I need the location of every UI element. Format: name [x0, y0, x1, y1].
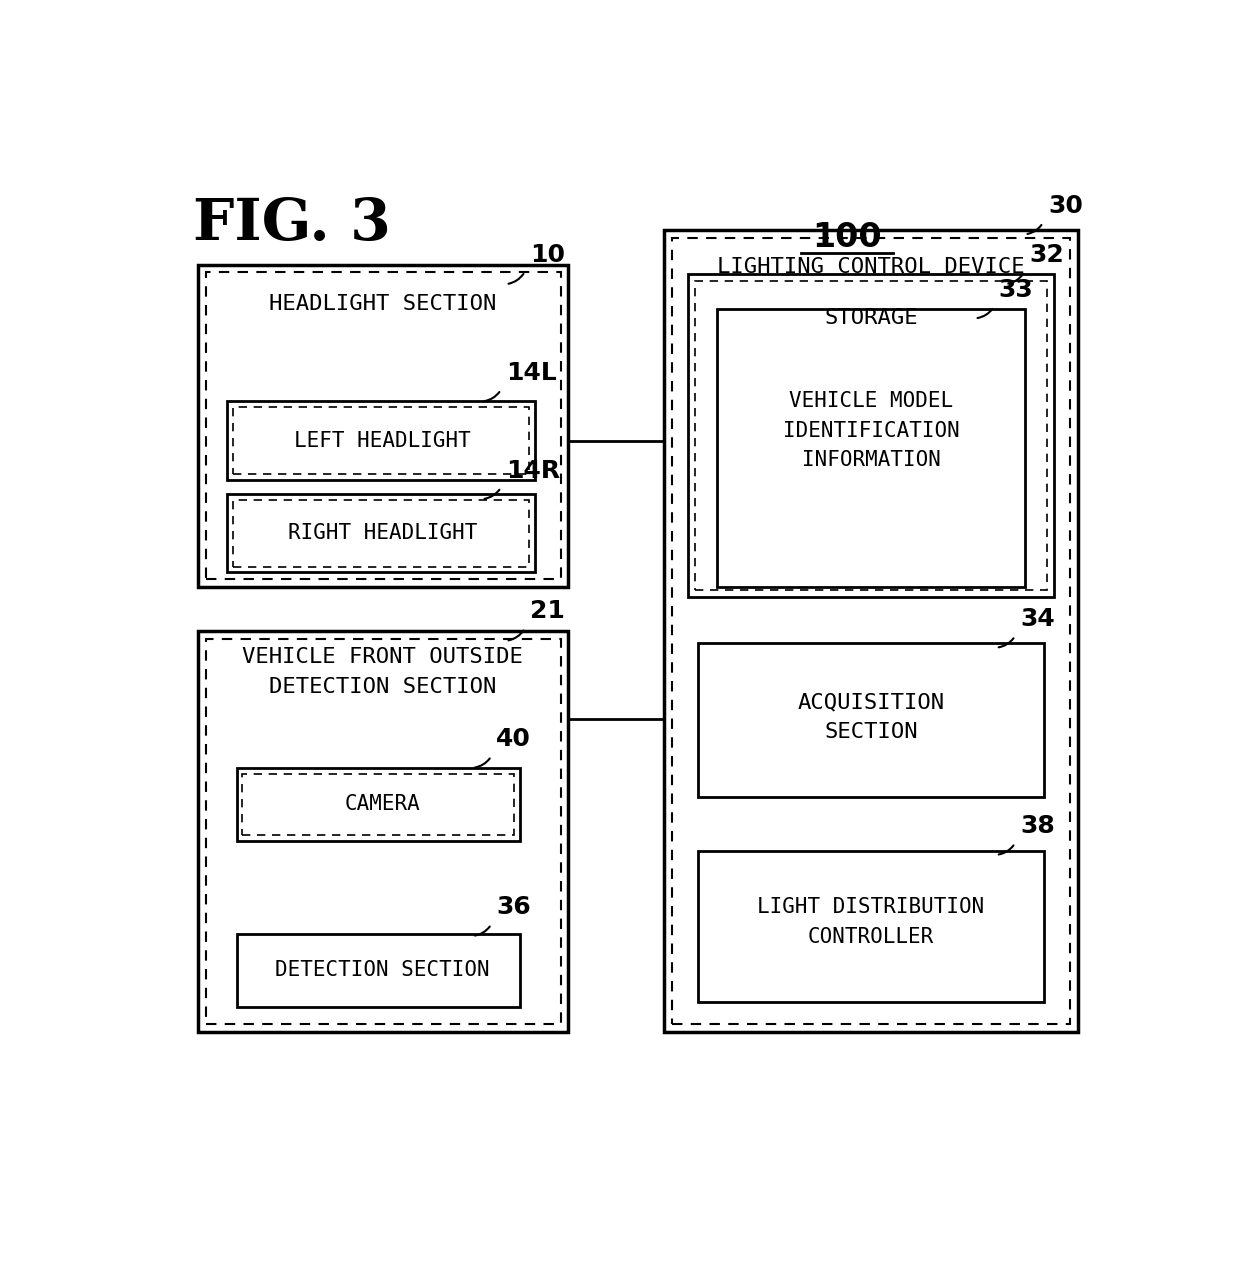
- Text: 32: 32: [1029, 242, 1064, 266]
- Text: FIG. 3: FIG. 3: [193, 197, 392, 253]
- Text: VEHICLE MODEL
IDENTIFICATION
INFORMATION: VEHICLE MODEL IDENTIFICATION INFORMATION: [782, 391, 960, 471]
- Bar: [243, 774, 515, 835]
- Bar: [665, 231, 1078, 1032]
- Bar: [698, 851, 1044, 1003]
- Text: RIGHT HEADLIGHT: RIGHT HEADLIGHT: [288, 523, 477, 543]
- Text: 34: 34: [1019, 607, 1055, 631]
- Text: CAMERA: CAMERA: [345, 794, 420, 813]
- Text: 14R: 14R: [506, 458, 560, 482]
- Text: HEADLIGHT SECTION: HEADLIGHT SECTION: [269, 293, 496, 313]
- Bar: [698, 643, 1044, 797]
- Text: 40: 40: [496, 727, 531, 751]
- Bar: [233, 407, 528, 473]
- Text: 36: 36: [496, 896, 531, 919]
- Bar: [198, 265, 568, 588]
- Text: LIGHT DISTRIBUTION
CONTROLLER: LIGHT DISTRIBUTION CONTROLLER: [758, 897, 985, 947]
- Text: ACQUISITION
SECTION: ACQUISITION SECTION: [797, 693, 945, 742]
- Text: DETECTION SECTION: DETECTION SECTION: [275, 961, 490, 980]
- Bar: [717, 308, 1024, 588]
- Text: 10: 10: [529, 242, 564, 266]
- Text: 33: 33: [998, 278, 1033, 302]
- Bar: [688, 274, 1054, 596]
- Bar: [237, 768, 521, 841]
- Text: VEHICLE FRONT OUTSIDE
DETECTION SECTION: VEHICLE FRONT OUTSIDE DETECTION SECTION: [242, 647, 523, 697]
- Bar: [227, 494, 534, 572]
- Bar: [672, 239, 1070, 1024]
- Bar: [233, 500, 528, 566]
- Text: 21: 21: [529, 599, 564, 623]
- Text: LIGHTING CONTROL DEVICE: LIGHTING CONTROL DEVICE: [717, 256, 1024, 277]
- Bar: [237, 934, 521, 1008]
- Text: STORAGE: STORAGE: [825, 308, 918, 329]
- Bar: [227, 401, 534, 480]
- Text: 38: 38: [1019, 815, 1055, 839]
- Bar: [198, 631, 568, 1032]
- Text: LEFT HEADLIGHT: LEFT HEADLIGHT: [294, 430, 471, 450]
- Bar: [206, 638, 560, 1024]
- Text: 30: 30: [1049, 194, 1084, 218]
- Bar: [696, 282, 1047, 590]
- Text: 14L: 14L: [506, 360, 557, 385]
- Text: 100: 100: [812, 221, 882, 254]
- Bar: [206, 273, 560, 579]
